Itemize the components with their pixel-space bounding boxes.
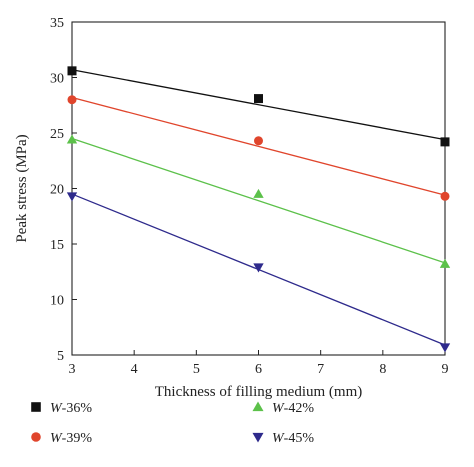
x-tick-label: 6 bbox=[255, 362, 262, 377]
plot-frame bbox=[71, 21, 446, 356]
legend-marker-1 bbox=[31, 402, 41, 412]
x-tick-label: 8 bbox=[379, 362, 386, 377]
legend-marker-4 bbox=[252, 432, 264, 443]
data-point-series-3 bbox=[439, 258, 451, 268]
fit-lines bbox=[71, 69, 446, 346]
x-tick-label: 3 bbox=[69, 362, 76, 377]
data-point-series-4 bbox=[253, 263, 264, 273]
x-tick-label: 7 bbox=[317, 362, 324, 377]
data-point-series-3 bbox=[253, 188, 264, 198]
x-tick-label: 4 bbox=[131, 362, 138, 377]
y-tick-label: 10 bbox=[50, 294, 64, 309]
data-point-series-1 bbox=[67, 66, 77, 76]
data-point-series-4 bbox=[439, 343, 451, 353]
y-tick-label: 35 bbox=[50, 16, 64, 31]
data-point-series-4 bbox=[66, 192, 78, 202]
x-tick-label: 5 bbox=[193, 362, 200, 377]
y-tick-label: 15 bbox=[50, 238, 64, 253]
data-point-series-3 bbox=[66, 134, 78, 144]
data-point-series-2 bbox=[67, 95, 77, 105]
plot-area bbox=[71, 21, 446, 356]
legend-label-2: W-39% bbox=[50, 431, 92, 446]
y-tick-label: 5 bbox=[57, 349, 64, 364]
data-points bbox=[66, 66, 451, 353]
x-axis: 3 4 5 6 7 8 9 bbox=[69, 350, 449, 377]
legend: W-36% W-39% W-42% W-45% bbox=[31, 401, 314, 446]
x-axis-title: Thickness of filling medium (mm) bbox=[155, 384, 362, 400]
fit-line-series-3 bbox=[71, 137, 446, 264]
x-tick-label: 9 bbox=[442, 362, 449, 377]
data-point-series-2 bbox=[440, 191, 450, 201]
legend-marker-3 bbox=[252, 401, 264, 412]
data-point-series-1 bbox=[440, 137, 450, 147]
data-point-series-2 bbox=[254, 136, 263, 146]
y-axis: 5 10 15 20 25 30 35 bbox=[50, 16, 77, 364]
legend-marker-2 bbox=[31, 432, 41, 442]
y-tick-label: 30 bbox=[50, 72, 64, 87]
y-tick-label: 20 bbox=[50, 183, 64, 198]
legend-label-3: W-42% bbox=[272, 401, 314, 416]
legend-label-4: W-45% bbox=[272, 431, 314, 446]
y-axis-title: Peak stress (MPa) bbox=[14, 134, 30, 242]
data-point-series-1 bbox=[254, 94, 263, 104]
fit-line-series-1 bbox=[71, 69, 446, 141]
fit-line-series-2 bbox=[71, 96, 446, 196]
y-tick-label: 25 bbox=[50, 127, 64, 142]
legend-label-1: W-36% bbox=[50, 401, 92, 416]
